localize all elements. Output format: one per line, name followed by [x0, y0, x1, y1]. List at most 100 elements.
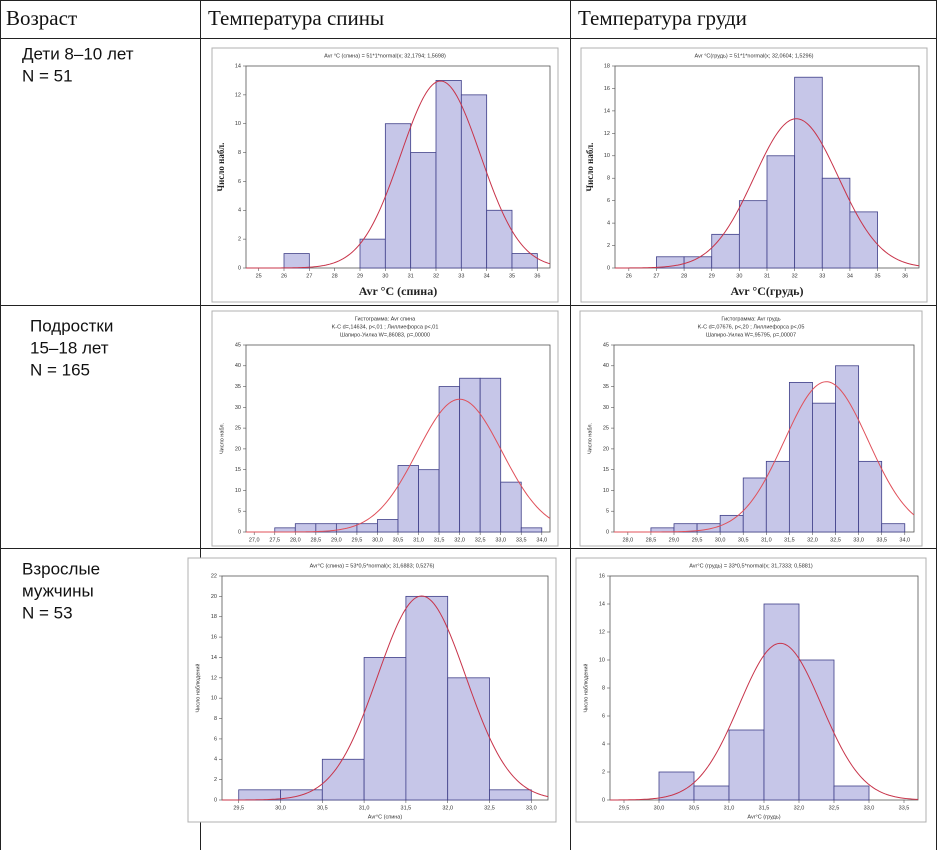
y-tick-label: 10: [604, 153, 610, 159]
histogram-bar: [835, 365, 860, 533]
y-tick-label: 40: [603, 363, 609, 369]
x-tick-label: 34: [484, 273, 490, 279]
y-axis-label: Число набл.: [585, 143, 595, 192]
x-tick-label: 28,0: [290, 537, 301, 543]
group-label: Дети 8–10 лет: [22, 44, 134, 63]
x-tick-label: 27,0: [249, 537, 260, 543]
chart-title: Шапиро-Уилка W=,95795, p=,00007: [706, 332, 796, 338]
y-tick-label: 4: [214, 757, 217, 763]
x-tick-label: 31: [408, 273, 414, 279]
histogram-bar: [486, 209, 513, 269]
x-tick-label: 31,5: [401, 805, 412, 811]
chart-title: Avr °C(грудь) = 51*1*normal(x; 32,0604; …: [695, 53, 814, 59]
group-label: Подростки: [30, 316, 113, 335]
y-tick-label: 6: [602, 713, 605, 719]
y-tick-label: 25: [603, 426, 609, 432]
histogram-bar: [711, 233, 740, 269]
x-tick-label: 31,0: [724, 805, 735, 811]
x-tick-label: 30,5: [393, 537, 404, 543]
y-tick-label: 0: [606, 529, 609, 535]
histogram-bar: [321, 758, 365, 801]
x-tick-label: 32,0: [442, 805, 453, 811]
x-tick-label: 30,0: [715, 537, 726, 543]
chart-title: K-C d=,07676, p<,20 ; Лиллиефорса p<,05: [698, 324, 805, 330]
histogram-bar: [363, 657, 407, 801]
y-tick-label: 8: [607, 176, 610, 182]
y-tick-label: 0: [238, 265, 241, 271]
x-tick-label: 29,5: [619, 805, 630, 811]
x-tick-label: 32,5: [484, 805, 495, 811]
histogram-bar: [438, 386, 461, 533]
y-tick-label: 5: [606, 509, 609, 515]
histogram-bar: [283, 253, 310, 269]
histogram-bar: [489, 789, 532, 801]
y-tick-label: 35: [235, 384, 241, 390]
histogram-bar: [359, 238, 386, 269]
x-tick-label: 31,0: [413, 537, 424, 543]
x-tick-label: 33,0: [526, 805, 537, 811]
x-tick-label: 28,5: [310, 537, 321, 543]
y-tick-label: 0: [214, 797, 217, 803]
x-tick-label: 32,5: [829, 805, 840, 811]
group-label: Взрослые: [22, 559, 100, 578]
histogram-bar: [435, 80, 462, 269]
y-tick-label: 15: [235, 467, 241, 473]
histogram-bar: [833, 785, 870, 801]
normal-curve: [614, 381, 915, 533]
x-tick-label: 28: [332, 273, 338, 279]
histogram-bar: [788, 381, 813, 533]
x-tick-label: 28,0: [622, 537, 633, 543]
y-tick-label: 4: [238, 208, 241, 214]
histogram-bar: [738, 200, 768, 269]
group-label: N = 51: [22, 66, 73, 85]
chart-title: Avr °C (спина) = 51*1*normal(x; 32,1794;…: [324, 53, 446, 59]
histogram-bar: [812, 402, 836, 533]
y-tick-label: 22: [211, 573, 217, 579]
x-tick-label: 34,0: [899, 537, 910, 543]
histogram-bar: [459, 377, 481, 533]
x-axis-label: Avr°C (грудь): [747, 814, 780, 820]
histogram-bar: [460, 94, 488, 269]
normal-curve: [609, 642, 919, 801]
x-tick-label: 27: [306, 273, 312, 279]
x-tick-label: 26: [281, 273, 287, 279]
x-tick-label: 28: [681, 273, 687, 279]
x-tick-label: 31,5: [434, 537, 445, 543]
x-tick-label: 29,5: [352, 537, 363, 543]
y-tick-label: 16: [211, 635, 217, 641]
x-tick-label: 32,0: [454, 537, 465, 543]
y-tick-label: 14: [211, 655, 217, 661]
normal-curve: [246, 398, 551, 533]
histogram-bar: [719, 514, 744, 533]
y-tick-label: 8: [238, 150, 241, 156]
x-axis-label: Avr °C(грудь): [731, 284, 804, 298]
x-tick-label: 35: [509, 273, 515, 279]
y-tick-label: 35: [603, 384, 609, 390]
y-tick-label: 45: [235, 342, 241, 348]
y-tick-label: 14: [235, 63, 241, 69]
x-tick-label: 34,0: [536, 537, 547, 543]
histogram-bar: [798, 659, 835, 801]
x-tick-label: 31,0: [761, 537, 772, 543]
y-tick-label: 40: [235, 363, 241, 369]
x-tick-label: 33: [458, 273, 464, 279]
y-tick-label: 6: [214, 736, 217, 742]
x-tick-label: 30,0: [372, 537, 383, 543]
histogram-bar: [742, 477, 767, 533]
histogram-bar: [410, 152, 437, 269]
x-tick-label: 32: [433, 273, 439, 279]
histogram-bar: [356, 523, 378, 533]
header-cell: Температура груди: [578, 6, 747, 30]
y-tick-label: 45: [603, 342, 609, 348]
histogram-bar: [728, 729, 765, 801]
y-tick-label: 18: [604, 63, 610, 69]
histogram-bar: [479, 377, 502, 533]
x-axis-label: Avr°C (спина): [368, 814, 403, 820]
y-tick-label: 2: [607, 243, 610, 249]
histogram-bar: [377, 519, 399, 533]
normal-curve: [222, 595, 549, 801]
y-tick-label: 20: [211, 594, 217, 600]
y-tick-label: 10: [599, 657, 605, 663]
header-cell: Возраст: [6, 6, 77, 30]
histogram-bar: [294, 523, 317, 533]
